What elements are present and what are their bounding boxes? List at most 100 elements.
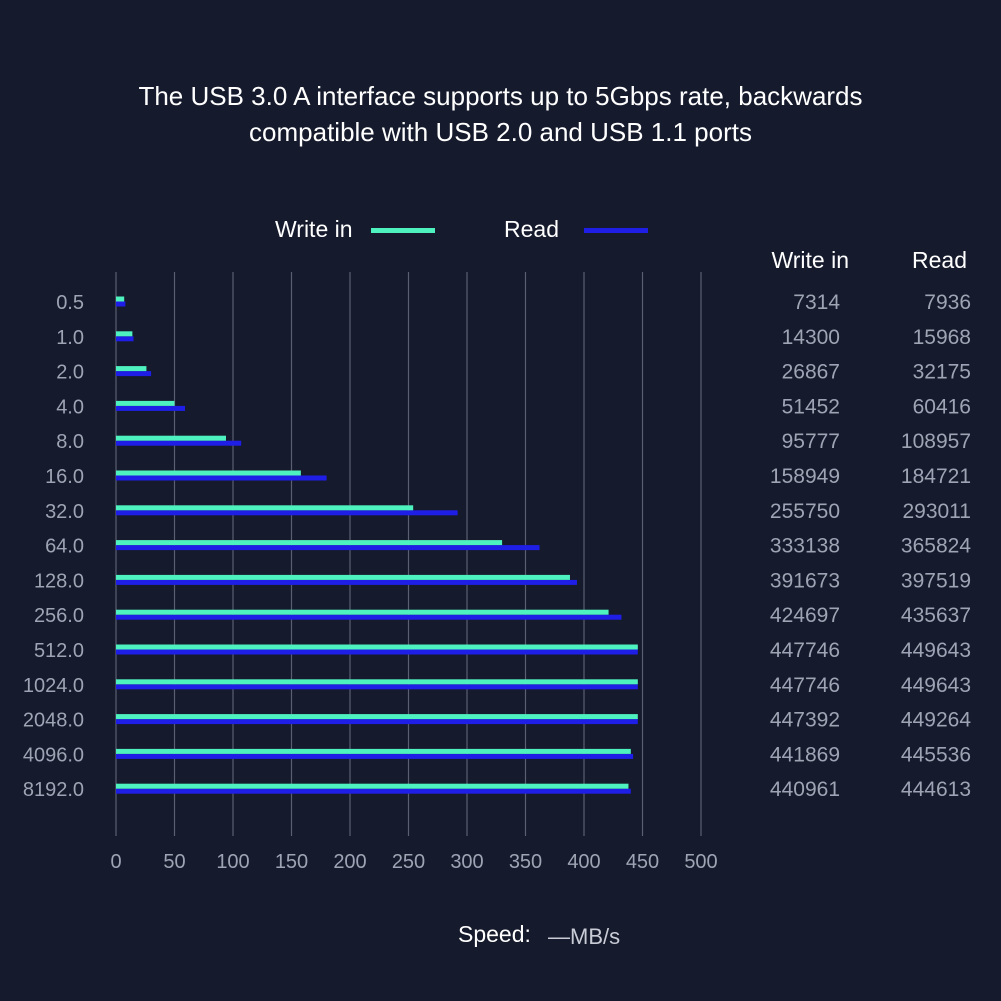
bar-write bbox=[116, 470, 301, 476]
bar-write bbox=[116, 505, 414, 511]
table-read-value: 108957 bbox=[901, 430, 971, 453]
bar-read bbox=[116, 719, 638, 725]
table-write-value: 7314 bbox=[793, 291, 840, 314]
bar-write bbox=[116, 714, 638, 720]
bar-write bbox=[116, 574, 570, 580]
x-tick-label: 450 bbox=[626, 851, 659, 873]
table-read-value: 293011 bbox=[902, 500, 971, 523]
legend-read-swatch bbox=[584, 228, 648, 233]
bar-read bbox=[116, 510, 458, 516]
bar-write bbox=[116, 609, 609, 615]
category-label: 8192.0 bbox=[23, 779, 84, 801]
table-read-value: 60416 bbox=[913, 395, 971, 418]
bar-write bbox=[116, 748, 631, 754]
table-read-value: 435637 bbox=[901, 604, 971, 627]
category-label: 64.0 bbox=[45, 536, 84, 558]
table-write-value: 447746 bbox=[770, 674, 840, 697]
bar-read bbox=[116, 545, 540, 551]
x-tick-label: 400 bbox=[567, 851, 600, 873]
legend-read-label: Read bbox=[504, 216, 559, 242]
category-label: 4096.0 bbox=[23, 744, 84, 766]
speed-unit-label: Speed: —MB/s bbox=[458, 921, 620, 949]
table-read-value: 449264 bbox=[901, 709, 971, 732]
category-label: 4.0 bbox=[56, 396, 84, 418]
table-read-value: 449643 bbox=[901, 674, 971, 697]
category-label: 0.5 bbox=[56, 292, 84, 314]
x-tick-label: 0 bbox=[110, 851, 121, 873]
bar-read bbox=[116, 614, 622, 620]
table-read-value: 15968 bbox=[913, 326, 971, 349]
table-write-value: 51452 bbox=[782, 395, 840, 418]
bar-read bbox=[116, 684, 638, 690]
bar-write bbox=[116, 296, 125, 302]
table-read-header: Read bbox=[912, 247, 967, 273]
table-read-value: 445536 bbox=[901, 743, 971, 766]
x-tick-label: 500 bbox=[684, 851, 717, 873]
speed-unit: —MB/s bbox=[548, 924, 620, 949]
table-read-value: 184721 bbox=[901, 465, 971, 488]
x-tick-label: 100 bbox=[216, 851, 249, 873]
category-label: 32.0 bbox=[45, 501, 84, 523]
table-read-value: 7936 bbox=[924, 291, 971, 314]
category-label: 1.0 bbox=[56, 327, 84, 349]
bar-read bbox=[116, 788, 631, 794]
table-read-value: 444613 bbox=[901, 778, 971, 801]
legend-write-swatch bbox=[371, 228, 435, 233]
table-write-value: 447746 bbox=[770, 639, 840, 662]
bar-read bbox=[116, 371, 152, 377]
table-read-value: 397519 bbox=[901, 569, 971, 592]
category-label: 2048.0 bbox=[23, 710, 84, 732]
table-read-value: 365824 bbox=[901, 535, 971, 558]
x-tick-label: 250 bbox=[392, 851, 425, 873]
table-write-value: 441869 bbox=[770, 743, 840, 766]
legend-write-label: Write in bbox=[275, 216, 353, 242]
bar-read bbox=[116, 579, 577, 585]
table-write-value: 391673 bbox=[770, 569, 840, 592]
bar-write bbox=[116, 400, 175, 406]
bar-read bbox=[116, 649, 638, 655]
grid-lines bbox=[115, 272, 702, 836]
category-label: 16.0 bbox=[45, 466, 84, 488]
category-label: 8.0 bbox=[56, 431, 84, 453]
bar-write bbox=[116, 644, 638, 650]
x-tick-label: 350 bbox=[509, 851, 542, 873]
bar-read bbox=[116, 405, 186, 411]
bars bbox=[116, 296, 638, 794]
bar-write bbox=[116, 679, 638, 685]
bar-write bbox=[116, 783, 629, 789]
x-tick-label: 150 bbox=[275, 851, 308, 873]
table-write-value: 440961 bbox=[770, 778, 840, 801]
table-write-value: 424697 bbox=[770, 604, 840, 627]
table-read-value: 32175 bbox=[913, 361, 971, 384]
bar-write bbox=[116, 540, 503, 546]
bar-read bbox=[116, 336, 134, 342]
bar-write bbox=[116, 331, 133, 337]
x-tick-label: 200 bbox=[333, 851, 366, 873]
category-label: 256.0 bbox=[34, 605, 84, 627]
bar-read bbox=[116, 475, 327, 481]
table-write-value: 26867 bbox=[782, 361, 840, 384]
table-write-value: 333138 bbox=[770, 535, 840, 558]
bar-read bbox=[116, 301, 126, 307]
speed-label: Speed: bbox=[458, 921, 531, 947]
table-write-header: Write in bbox=[771, 247, 849, 273]
category-label: 2.0 bbox=[56, 362, 84, 384]
table-write-value: 14300 bbox=[782, 326, 840, 349]
x-tick-label: 50 bbox=[163, 851, 185, 873]
bar-read bbox=[116, 753, 634, 759]
bar-write bbox=[116, 366, 147, 372]
category-labels: 0.5 1.0 2.0 4.0 8.0 16.0 32.0 64.0 128.0 256.0 512… bbox=[23, 292, 84, 801]
bar-write bbox=[116, 435, 226, 441]
bar-read bbox=[116, 440, 242, 446]
table-write-value: 447392 bbox=[770, 709, 840, 732]
table-write-value: 95777 bbox=[782, 430, 840, 453]
x-tick-labels: 0 50 100 150 200 250 300 350 400 450 500 bbox=[110, 851, 717, 873]
category-label: 1024.0 bbox=[23, 675, 84, 697]
category-label: 512.0 bbox=[34, 640, 84, 662]
chart-title: The USB 3.0 A interface supports up to 5… bbox=[40, 78, 961, 150]
table-write-value: 255750 bbox=[770, 500, 840, 523]
category-label: 128.0 bbox=[34, 570, 84, 592]
table-write-value: 158949 bbox=[770, 465, 840, 488]
title-line-2: compatible with USB 2.0 and USB 1.1 port… bbox=[249, 117, 752, 147]
